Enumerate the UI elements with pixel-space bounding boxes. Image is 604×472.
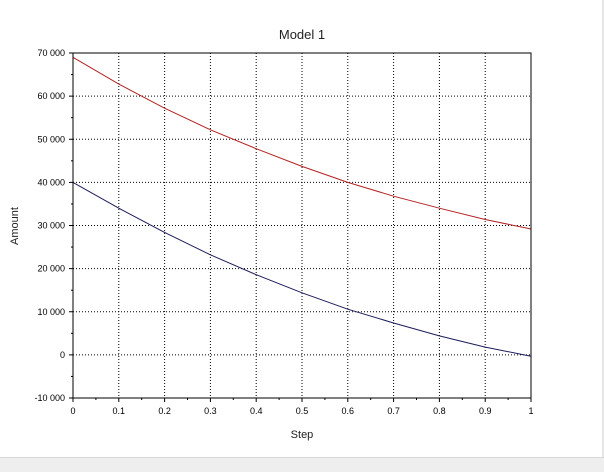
y-tick-label: 70 000 xyxy=(37,48,65,58)
y-tick-label: 10 000 xyxy=(37,307,65,317)
y-tick-label: 20 000 xyxy=(37,264,65,274)
series-layer xyxy=(72,56,532,357)
x-tick-label: 0 xyxy=(70,406,75,416)
x-tick-label: 0.5 xyxy=(296,406,309,416)
y-tick-label: -10 000 xyxy=(34,393,65,403)
x-tick-label: 0.2 xyxy=(158,406,171,416)
chart-title: Model 1 xyxy=(279,27,325,42)
y-tick-label: 30 000 xyxy=(37,221,65,231)
y-tick-label: 50 000 xyxy=(37,134,65,144)
x-tick-label: 0.6 xyxy=(342,406,355,416)
status-bar xyxy=(0,457,604,472)
x-tick-label: 0.7 xyxy=(387,406,400,416)
x-tick-label: 0.4 xyxy=(250,406,263,416)
series-line-2 xyxy=(72,181,532,357)
grid xyxy=(73,53,531,398)
x-tick-label: 0.8 xyxy=(433,406,446,416)
series-line-1 xyxy=(72,56,532,230)
y-tick-label: 40 000 xyxy=(37,177,65,187)
x-tick-label: 0.3 xyxy=(204,406,217,416)
y-tick-label: 0 xyxy=(60,350,65,360)
x-tick-label: 1 xyxy=(528,406,533,416)
x-axis-label: Step xyxy=(291,429,314,441)
x-tick-label: 0.9 xyxy=(479,406,492,416)
x-axis: 0 0.1 0.2 0.3 0.4 0.5 0.6 0.7 0.8 0.9 1 xyxy=(70,398,534,416)
x-tick-label: 0.1 xyxy=(113,406,126,416)
y-tick-label: 60 000 xyxy=(37,91,65,101)
y-axis-label: Amount xyxy=(9,207,21,245)
y-axis: -10 000 0 10 000 20 000 30 000 40 000 50 000 60… xyxy=(34,48,73,403)
window-edge xyxy=(602,0,604,457)
